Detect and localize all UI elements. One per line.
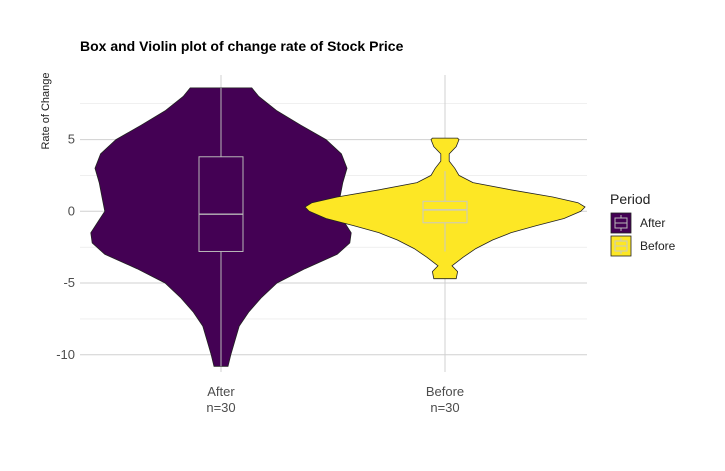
x-tick-label: Before — [426, 384, 464, 399]
legend-key-before: Before — [610, 235, 676, 257]
x-tick-count: n=30 — [206, 400, 235, 415]
x-tick-count: n=30 — [430, 400, 459, 415]
legend-key-after: After — [610, 212, 665, 234]
box-after — [198, 156, 244, 252]
y-tick-label: -5 — [63, 275, 75, 290]
y-tick-label: 5 — [68, 132, 75, 147]
legend-label: After — [640, 216, 665, 230]
legend: Period After Before — [610, 191, 676, 257]
box-before — [422, 200, 468, 224]
y-axis-label: Rate of Change — [40, 72, 52, 149]
boxplots — [198, 87, 468, 367]
y-tick-label: -10 — [56, 347, 75, 362]
chart-title: Box and Violin plot of change rate of St… — [80, 38, 404, 54]
y-tick-label: 0 — [68, 203, 75, 218]
y-tick-labels: -10 -5 0 5 — [56, 132, 75, 362]
legend-title: Period — [610, 191, 650, 207]
x-tick-label: After — [207, 384, 235, 399]
violins — [90, 87, 586, 367]
legend-label: Before — [640, 239, 676, 253]
